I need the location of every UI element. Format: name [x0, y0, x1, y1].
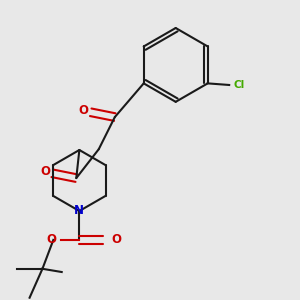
Text: O: O	[79, 104, 89, 117]
Text: N: N	[74, 203, 84, 217]
Text: O: O	[46, 233, 56, 246]
Text: O: O	[40, 165, 50, 178]
Text: Cl: Cl	[233, 80, 244, 90]
Text: O: O	[111, 233, 121, 246]
